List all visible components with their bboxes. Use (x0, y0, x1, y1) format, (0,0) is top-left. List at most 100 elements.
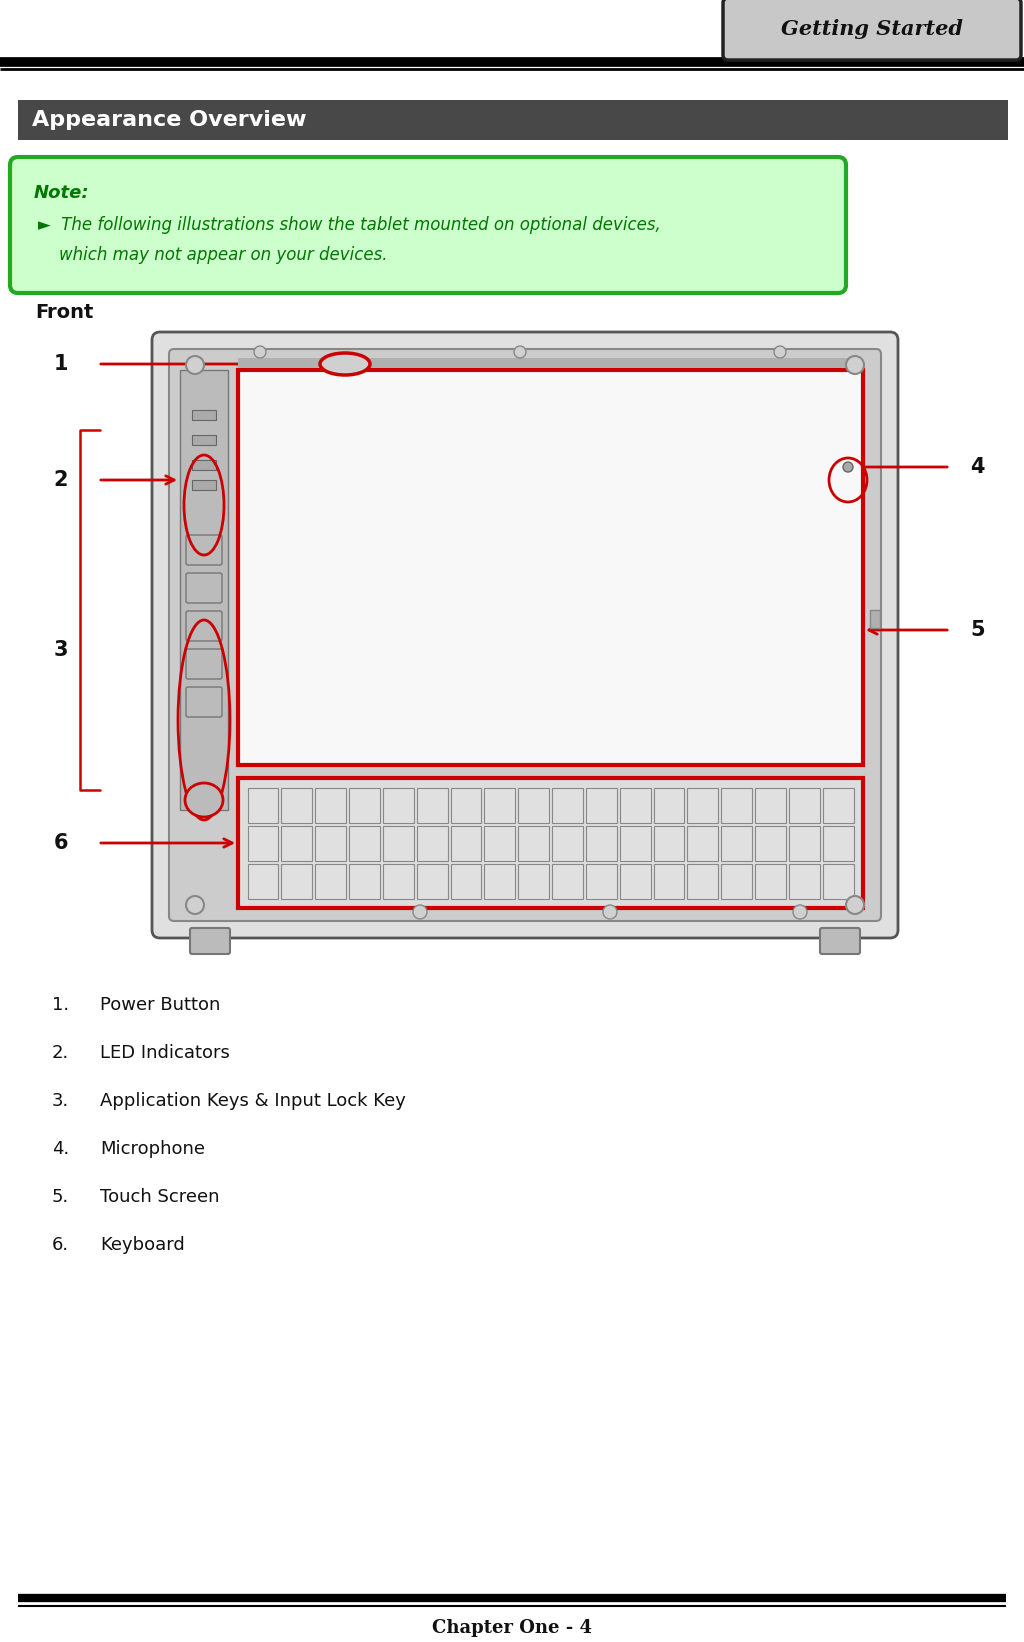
Text: 6: 6 (53, 832, 68, 852)
Text: Microphone: Microphone (100, 1140, 205, 1158)
Bar (238, 778, 863, 908)
Text: Front: Front (35, 302, 93, 322)
Circle shape (603, 905, 617, 920)
Bar (552, 826, 583, 860)
Bar (383, 864, 414, 898)
Bar (193, 410, 216, 420)
Text: 6.: 6. (52, 1236, 70, 1254)
Text: 5.: 5. (52, 1189, 70, 1205)
Bar (193, 460, 216, 470)
Bar (822, 826, 853, 860)
Text: ►  The following illustrations show the tablet mounted on optional devices,: ► The following illustrations show the t… (38, 217, 660, 235)
Bar (315, 864, 346, 898)
Text: 1: 1 (53, 355, 68, 374)
Bar (620, 788, 650, 823)
Bar (248, 864, 279, 898)
Bar (620, 826, 650, 860)
Bar (248, 826, 279, 860)
Bar (417, 826, 447, 860)
Circle shape (846, 356, 864, 374)
Bar (687, 826, 718, 860)
Circle shape (846, 897, 864, 915)
Text: 3.: 3. (52, 1092, 70, 1110)
Bar (653, 864, 684, 898)
Text: LED Indicators: LED Indicators (100, 1044, 229, 1062)
Bar (484, 826, 515, 860)
Bar (383, 788, 414, 823)
Text: Appearance Overview: Appearance Overview (32, 110, 306, 130)
Text: Power Button: Power Button (100, 997, 220, 1015)
Bar (653, 826, 684, 860)
FancyBboxPatch shape (186, 573, 222, 603)
Bar (383, 826, 414, 860)
FancyBboxPatch shape (190, 928, 230, 954)
Bar (349, 788, 380, 823)
Circle shape (254, 346, 266, 358)
Bar (552, 788, 583, 823)
Text: which may not appear on your devices.: which may not appear on your devices. (38, 246, 387, 264)
Bar (755, 826, 785, 860)
Bar (238, 369, 863, 765)
Bar (193, 479, 216, 489)
Bar (870, 609, 880, 627)
Bar (180, 369, 228, 810)
FancyBboxPatch shape (723, 0, 1021, 61)
Bar (788, 864, 819, 898)
Bar (552, 864, 583, 898)
Bar (417, 864, 447, 898)
Bar (687, 864, 718, 898)
FancyBboxPatch shape (186, 535, 222, 565)
FancyBboxPatch shape (186, 649, 222, 680)
Bar (518, 826, 549, 860)
Circle shape (186, 897, 204, 915)
Bar (451, 864, 481, 898)
Bar (620, 864, 650, 898)
Text: 2.: 2. (52, 1044, 70, 1062)
Bar (349, 826, 380, 860)
Bar (721, 826, 752, 860)
Circle shape (843, 461, 853, 471)
Bar (788, 788, 819, 823)
Bar (586, 826, 616, 860)
Bar (417, 788, 447, 823)
Circle shape (793, 905, 807, 920)
Ellipse shape (319, 353, 370, 374)
Bar (484, 788, 515, 823)
Bar (586, 864, 616, 898)
Text: 5: 5 (970, 621, 985, 640)
Text: 2: 2 (53, 470, 68, 489)
Bar (755, 788, 785, 823)
Bar (315, 826, 346, 860)
Bar (788, 826, 819, 860)
FancyBboxPatch shape (186, 611, 222, 640)
Text: Chapter One - 4: Chapter One - 4 (432, 1619, 592, 1637)
Circle shape (413, 905, 427, 920)
Bar (822, 864, 853, 898)
Bar (18, 100, 1008, 140)
Circle shape (514, 346, 526, 358)
Text: 4: 4 (970, 456, 984, 476)
Bar (721, 788, 752, 823)
Circle shape (186, 356, 204, 374)
Bar (282, 826, 312, 860)
FancyBboxPatch shape (169, 350, 881, 921)
FancyBboxPatch shape (820, 928, 860, 954)
FancyBboxPatch shape (186, 686, 222, 718)
Bar (586, 788, 616, 823)
Bar (282, 788, 312, 823)
Bar (451, 826, 481, 860)
Text: Keyboard: Keyboard (100, 1236, 184, 1254)
FancyBboxPatch shape (10, 158, 846, 292)
Text: 1.: 1. (52, 997, 70, 1015)
Bar (518, 864, 549, 898)
Bar (451, 788, 481, 823)
Bar (687, 788, 718, 823)
Text: Application Keys & Input Lock Key: Application Keys & Input Lock Key (100, 1092, 406, 1110)
Bar (484, 864, 515, 898)
Bar (822, 788, 853, 823)
Text: 3: 3 (53, 640, 68, 660)
Circle shape (774, 346, 786, 358)
Bar (282, 864, 312, 898)
Bar (653, 788, 684, 823)
Bar (518, 788, 549, 823)
